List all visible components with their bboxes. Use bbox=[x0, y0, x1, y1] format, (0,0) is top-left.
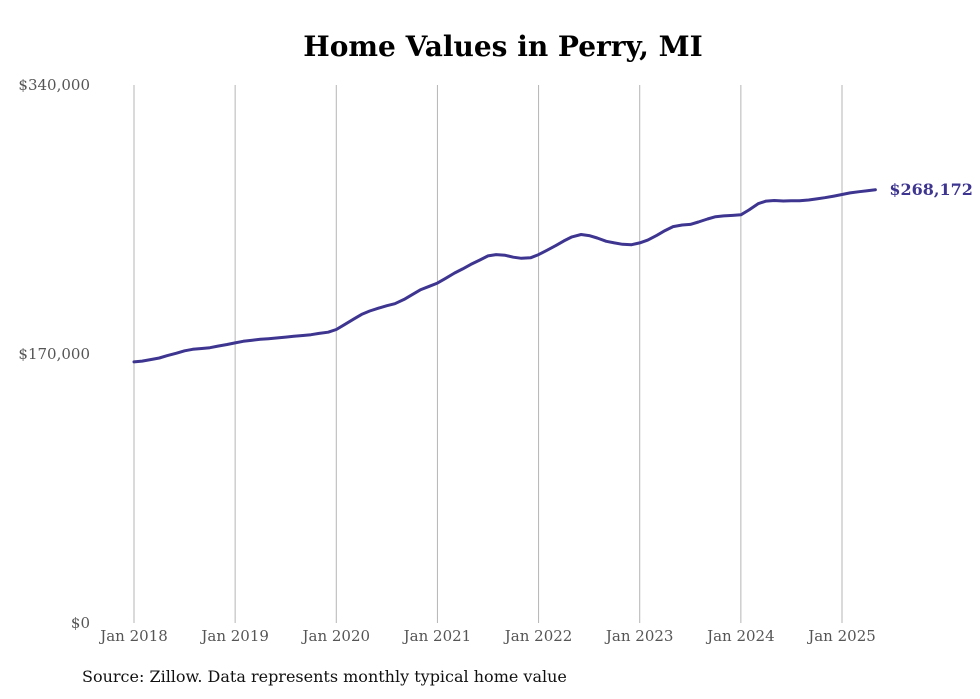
x-tick-label: Jan 2025 bbox=[806, 627, 876, 645]
x-tick-label: Jan 2020 bbox=[301, 627, 371, 645]
y-tick-label: $170,000 bbox=[18, 345, 90, 363]
x-tick-label: Jan 2018 bbox=[98, 627, 168, 645]
x-tick-label: Jan 2024 bbox=[705, 627, 775, 645]
chart-title: Home Values in Perry, MI bbox=[303, 30, 703, 63]
gridlines bbox=[133, 85, 843, 623]
series-line bbox=[132, 188, 877, 364]
y-axis-ticks: $0 $170,000 $340,000 bbox=[18, 76, 90, 632]
x-tick-label: Jan 2021 bbox=[402, 627, 472, 645]
y-tick-label: $0 bbox=[71, 614, 90, 632]
line-chart: $0$170,000$340,000 Jan 2018 Jan 2019 Jan 2… bbox=[18, 76, 973, 645]
x-tick-label: Jan 2023 bbox=[604, 627, 674, 645]
y-tick-label: $340,000 bbox=[18, 76, 90, 94]
end-value-label: $268,172 bbox=[889, 180, 973, 199]
source-note: Source: Zillow. Data represents monthly … bbox=[82, 667, 567, 686]
x-axis-ticks: Jan 2018 Jan 2019 Jan 2020 Jan 2021 Jan 2022… bbox=[98, 627, 876, 645]
x-tick-label: Jan 2022 bbox=[503, 627, 573, 645]
x-tick-label: Jan 2019 bbox=[199, 627, 269, 645]
